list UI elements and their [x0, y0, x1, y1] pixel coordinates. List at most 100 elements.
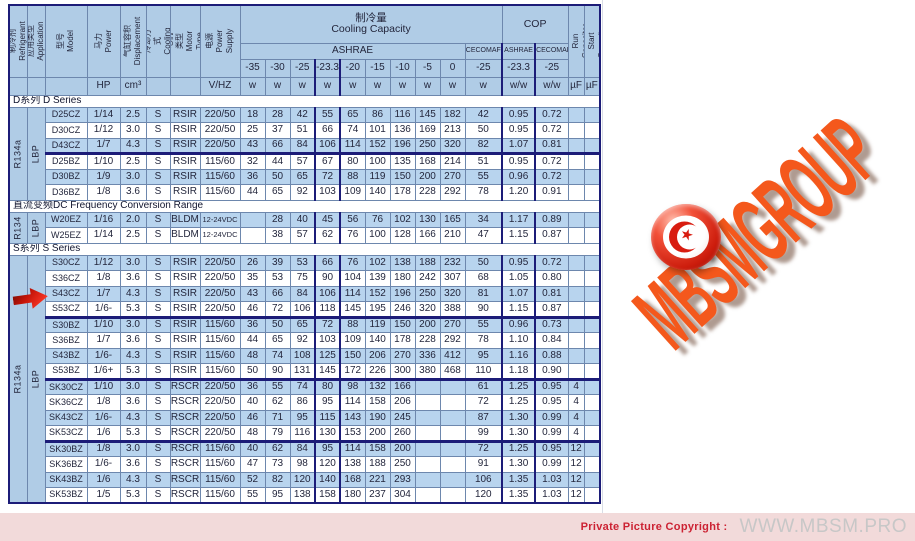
value-cell: 78	[464, 184, 503, 201]
col-header-model: 型号 Model	[44, 4, 88, 78]
cop-group-header: COP	[501, 4, 569, 44]
value-cell: 81	[464, 285, 503, 302]
value-cell	[583, 227, 601, 244]
value-cell: 1/6+	[86, 363, 121, 380]
value-cell: 320	[414, 301, 441, 318]
value-cell	[583, 122, 601, 139]
value-cell: 178	[389, 332, 416, 349]
value-cell: RSCR	[169, 394, 201, 411]
value-cell: 2.5	[119, 227, 147, 244]
table-row: SK36BZ 1/6- 3.6 S RSCR 115/60 47 73 98 120 138 188 2…	[9, 456, 601, 473]
value-cell: 0.96	[501, 168, 537, 185]
model-cell: D30BZ	[44, 168, 88, 185]
value-cell: 65	[264, 332, 291, 349]
table-row: S36BZ 1/7 3.6 S RSIR 115/60 44 65 92 103 109 140 178…	[9, 332, 601, 349]
application-label: LBP	[26, 106, 46, 201]
value-cell: 0.80	[534, 270, 569, 287]
value-cell: 200	[389, 439, 416, 457]
model-cell: SK30BZ	[44, 439, 88, 457]
value-cell: 1/12	[86, 254, 121, 271]
watermark: MBSMGROUP ★	[592, 78, 915, 423]
value-cell: 260	[389, 425, 416, 442]
value-cell: 40	[239, 394, 266, 411]
ashrae-header: ASHRAE	[239, 42, 466, 60]
value-cell: 109	[339, 332, 366, 349]
unit-w: w	[339, 76, 366, 96]
value-cell: 152	[364, 285, 391, 302]
value-cell: 44	[264, 152, 291, 170]
value-cell: 74	[289, 377, 316, 395]
value-cell: 0.95	[534, 377, 569, 395]
unit-w: w	[414, 76, 441, 96]
value-cell: 95	[314, 394, 341, 411]
table-row: SK43CZ 1/6- 4.3 S RSCR 220/50 46 71 95 115 143 190 2…	[9, 409, 601, 426]
value-cell	[583, 425, 601, 442]
value-cell: BLDM	[169, 211, 201, 228]
value-cell: 84	[289, 137, 316, 154]
unit-uf: µF	[583, 76, 601, 96]
value-cell: 1/10	[86, 377, 121, 395]
value-cell	[439, 425, 466, 442]
value-cell: RSIR	[169, 168, 201, 185]
value-cell: 51	[289, 122, 316, 139]
table-row: S43CZ 1/7 4.3 S RSIR 220/50 43 66 84 106 114 152 196…	[9, 285, 601, 302]
value-cell: 4	[567, 394, 585, 411]
value-cell: 145	[339, 301, 366, 318]
value-cell	[583, 270, 601, 287]
value-cell	[439, 456, 466, 473]
table-row: SK36CZ 1/8 3.6 S RSCR 220/50 40 62 86 95 114 158 206…	[9, 394, 601, 411]
value-cell: 196	[389, 285, 416, 302]
value-cell: 53	[289, 254, 316, 271]
value-cell	[567, 168, 585, 185]
unit-w: w	[264, 76, 291, 96]
value-cell: RSIR	[169, 363, 201, 380]
value-cell: 3.0	[119, 315, 147, 333]
temp-col-label: -30	[264, 58, 291, 78]
value-cell: 0.99	[534, 409, 569, 426]
value-cell: 270	[439, 315, 466, 333]
value-cell: 25	[239, 122, 266, 139]
table-row: D30CZ 1/12 3.0 S RSIR 220/50 25 37 51 66 74 101 136 1…	[9, 122, 601, 139]
value-cell: RSCR	[169, 456, 201, 473]
value-cell: 90	[264, 363, 291, 380]
value-cell: 62	[314, 227, 341, 244]
value-cell: 1.30	[501, 425, 537, 442]
value-cell: 88	[339, 168, 366, 185]
value-cell: 220/50	[199, 122, 241, 139]
value-cell: RSIR	[169, 184, 201, 201]
value-cell: 1/7	[86, 332, 121, 349]
value-cell: 108	[289, 347, 316, 364]
value-cell: 119	[364, 315, 391, 333]
value-cell: 221	[364, 471, 391, 488]
value-cell: 250	[414, 137, 441, 154]
value-cell: 1/16	[86, 211, 121, 228]
value-cell: 152	[364, 137, 391, 154]
value-cell: 138	[289, 487, 316, 504]
value-cell	[567, 254, 585, 271]
value-cell	[239, 211, 266, 228]
value-cell	[439, 394, 466, 411]
value-cell: 200	[414, 315, 441, 333]
value-cell: 47	[239, 456, 266, 473]
value-cell: 246	[389, 301, 416, 318]
value-cell: 78	[464, 332, 503, 349]
unit-w: w	[464, 76, 503, 96]
value-cell: 36	[239, 315, 266, 333]
value-cell: 220/50	[199, 377, 241, 395]
value-cell: S	[145, 254, 171, 271]
value-cell	[567, 227, 585, 244]
value-cell: 57	[289, 152, 316, 170]
value-cell: 106	[289, 301, 316, 318]
value-cell	[414, 439, 441, 457]
value-cell: 86	[289, 394, 316, 411]
value-cell: 38	[264, 227, 291, 244]
value-cell: 114	[339, 137, 366, 154]
model-cell: S30BZ	[44, 315, 88, 333]
value-cell: 50	[464, 122, 503, 139]
value-cell: S	[145, 347, 171, 364]
col-header-displacement: 气缸容积 Displacement	[119, 4, 147, 78]
value-cell	[583, 332, 601, 349]
value-cell: 270	[439, 168, 466, 185]
copyright-label: Private Picture Copyright :	[580, 521, 728, 533]
value-cell	[567, 270, 585, 287]
